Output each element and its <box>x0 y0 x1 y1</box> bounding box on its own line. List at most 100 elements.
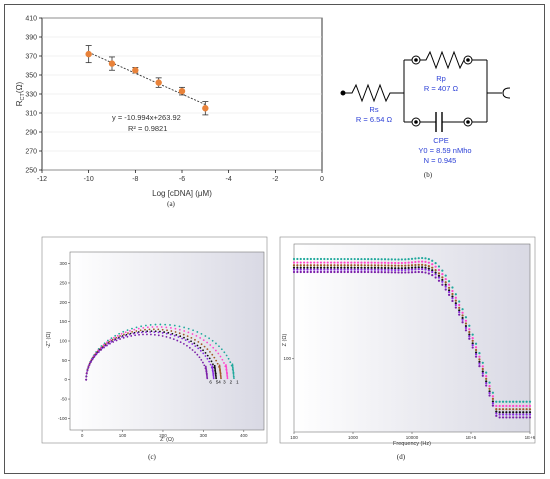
panel-d-data-point <box>458 309 461 312</box>
panel-d-data-point <box>471 342 474 345</box>
panel-c-tail-point <box>219 368 221 371</box>
panel-c-data-point <box>135 330 138 332</box>
panel-d-data-point <box>323 261 326 264</box>
panel-d-data-point <box>414 266 417 269</box>
panel-d-data-point <box>309 268 312 271</box>
panel-c-data-point <box>85 372 88 375</box>
panel-d-data-point <box>350 261 353 264</box>
panel-c-data-point <box>142 326 145 329</box>
panel-d-data-point <box>478 360 481 363</box>
panel-d-data-point <box>464 329 468 332</box>
panel-d-data-point <box>447 283 451 286</box>
panel-d-data-point <box>397 261 400 265</box>
panel-c-data-point <box>211 339 214 342</box>
panel-c-data-point <box>119 338 121 340</box>
panel-d-data-point <box>326 257 329 261</box>
panel-d-data-point <box>434 273 437 276</box>
panel-d-data-point <box>333 266 336 269</box>
panel-c-tail-point <box>205 370 208 373</box>
panel-c-data-point <box>215 359 218 362</box>
panel-c-series-label: 3 <box>223 380 226 385</box>
panel-a-ytick-label: 330 <box>25 92 37 99</box>
panel-c-ytick-label: 300 <box>59 261 67 266</box>
panel-c-data-point <box>214 349 217 352</box>
panel-a-ytick-label: 290 <box>25 130 37 137</box>
rs-value-label: R = 6.54 Ω <box>356 115 393 124</box>
panel-a-data-point <box>108 60 116 67</box>
panel-c-data-point <box>126 335 129 338</box>
panel-d-data-point <box>468 335 471 338</box>
panel-c-data-point <box>129 329 131 332</box>
panel-d-data-point <box>491 402 495 405</box>
panel-d-data-point <box>367 266 370 269</box>
panel-d-data-point <box>370 268 373 271</box>
panel-c-data-point <box>221 358 224 361</box>
panel-d-data-point <box>414 268 417 271</box>
panel-d-data-point <box>447 286 451 289</box>
panel-d-data-point <box>410 268 414 271</box>
panel-d-data-point <box>495 400 498 403</box>
panel-d-data-point <box>394 271 397 274</box>
panel-d-data-point <box>421 263 424 266</box>
panel-c-tail-point <box>215 377 218 380</box>
panel-d-xtick-label: 1E+5 <box>466 435 477 440</box>
panel-d-data-point <box>397 258 400 261</box>
panel-c-data-point <box>204 335 207 337</box>
panel-d-data-point <box>356 257 360 261</box>
panel-d-data-point <box>518 416 521 419</box>
panel-d-data-point <box>296 257 299 261</box>
panel-c-tail-point <box>205 373 208 376</box>
panel-c-data-point <box>115 336 118 339</box>
panel-c-data-point <box>194 351 196 354</box>
panel-c-series-label: 2 <box>230 380 233 385</box>
panel-c-data-point <box>179 335 182 338</box>
panel-d-data-point <box>292 268 296 271</box>
panel-a-xtick-label: -4 <box>226 176 232 183</box>
panel-a-data-point <box>132 67 139 74</box>
panel-c-tail-point <box>218 365 221 368</box>
panel-c-data-point <box>140 331 143 334</box>
panel-d-data-point <box>407 266 410 270</box>
panel-c-data-point <box>100 345 103 347</box>
rp-right-node-dot <box>466 58 470 62</box>
panel-d-data-point <box>367 257 370 261</box>
rs-name-label: Rs <box>369 105 378 114</box>
panel-d-data-point <box>427 258 430 261</box>
panel-d-data-point <box>316 268 319 271</box>
panel-c-tail-point <box>231 363 234 366</box>
panel-d-data-point <box>444 278 447 281</box>
panel-c-tail-point <box>232 374 235 376</box>
panel-d-data-point <box>518 400 521 403</box>
panel-d-data-point <box>441 269 444 272</box>
panel-c-tail-point <box>225 371 228 374</box>
panel-c-data-point <box>174 331 177 333</box>
panel-a-equation: y = -10.994x+263.92 <box>112 113 181 122</box>
panel-d-data-point <box>518 413 521 416</box>
panel-d-data-point <box>370 266 373 269</box>
panel-c-data-point <box>190 336 193 339</box>
panel-d-data-point <box>431 266 434 269</box>
panel-d-data-point <box>481 372 484 375</box>
panel-d-data-point <box>333 261 336 264</box>
panel-c-ytick-label: 200 <box>59 300 67 305</box>
panel-c-tail-point <box>213 364 216 367</box>
panel-d-data-point <box>528 404 532 408</box>
panel-c-tail-point <box>226 375 229 378</box>
panel-c-data-point <box>154 323 157 326</box>
panel-d-data-point <box>410 266 414 269</box>
panel-d-data-point <box>336 264 339 267</box>
panel-c-data-point <box>137 327 140 330</box>
panel-d-data-point <box>417 270 420 274</box>
panel-c-tail-point <box>205 372 208 375</box>
panel-d-data-point <box>336 261 339 264</box>
panel-c-tail-point <box>225 369 228 372</box>
panel-d-data-point <box>356 261 360 264</box>
panel-c-data-point <box>196 353 199 356</box>
panel-d-data-point <box>356 270 360 274</box>
panel-d-data-point <box>346 257 350 261</box>
panel-d-data-point <box>461 316 464 320</box>
panel-c-tail-point <box>232 367 234 370</box>
panel-a-chart: 250 270 290 310 330 350 370 390 410 -12 -10 -8 -6 -4 -… <box>15 16 324 209</box>
panel-c-data-point <box>203 364 206 367</box>
panel-d-data-point <box>329 261 333 264</box>
